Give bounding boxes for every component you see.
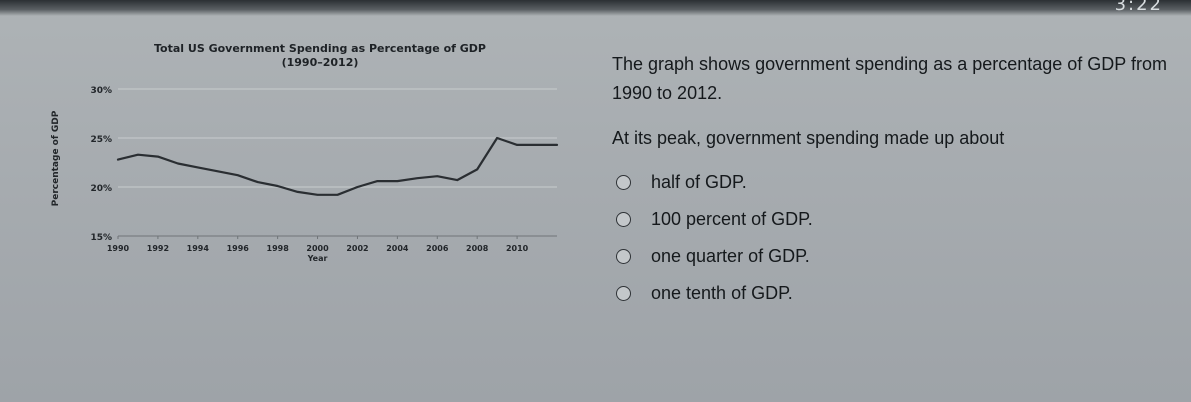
x-tick-label: 2006 — [426, 244, 449, 253]
x-axis-label: Year — [307, 254, 328, 263]
x-tick-label: 1996 — [227, 244, 250, 253]
option-label: one quarter of GDP. — [651, 246, 810, 266]
x-tick-label: 1998 — [267, 244, 290, 253]
clock: 3:22 — [1114, 0, 1163, 15]
y-tick-label: 15% — [90, 233, 112, 243]
x-tick-label: 2010 — [506, 244, 529, 253]
y-tick-label: 20% — [90, 184, 112, 194]
x-tick-label: 1992 — [147, 244, 169, 253]
y-tick-label: 30% — [90, 86, 112, 96]
question-stem: At its peak, government spending made up… — [612, 128, 1005, 148]
chart-title-block: Total US Government Spending as Percenta… — [120, 42, 520, 70]
chart-svg: 15% 20% 25% 30% 1990 1992 1994 1996 1998 2000 2002… — [51, 86, 559, 263]
screen-edge: 3:22 — [0, 0, 1191, 16]
series-line — [116, 136, 559, 196]
y-tick-label: 25% — [90, 135, 112, 145]
option-one-quarter[interactable]: one quarter of GDP. — [616, 238, 813, 275]
chart-subtitle: (1990–2012) — [281, 56, 359, 69]
x-tick-label: 1990 — [107, 244, 130, 253]
chart-title: Total US Government Spending as Percenta… — [154, 42, 486, 55]
x-tick-label: 1994 — [187, 244, 210, 253]
x-tick-label: 2002 — [346, 244, 368, 253]
chart: Total US Government Spending as Percenta… — [30, 36, 600, 296]
x-tick-label: 2000 — [306, 244, 329, 253]
answer-options: half of GDP. 100 percent of GDP. one qua… — [616, 164, 813, 312]
option-half[interactable]: half of GDP. — [616, 164, 813, 201]
x-tick-label: 2008 — [466, 244, 489, 253]
option-one-tenth[interactable]: one tenth of GDP. — [616, 275, 813, 312]
y-axis-label: Percentage of GDP — [51, 110, 61, 206]
radio-button[interactable] — [616, 286, 631, 301]
option-100-percent[interactable]: 100 percent of GDP. — [616, 201, 813, 238]
option-label: half of GDP. — [651, 172, 747, 192]
x-tick-label: 2004 — [386, 244, 409, 253]
radio-button[interactable] — [616, 175, 631, 190]
option-label: one tenth of GDP. — [651, 283, 793, 303]
radio-button[interactable] — [616, 249, 631, 264]
question-intro: The graph shows government spending as a… — [612, 54, 1167, 103]
question-panel: The graph shows government spending as a… — [612, 50, 1172, 169]
radio-button[interactable] — [616, 212, 631, 227]
option-label: 100 percent of GDP. — [651, 209, 813, 229]
